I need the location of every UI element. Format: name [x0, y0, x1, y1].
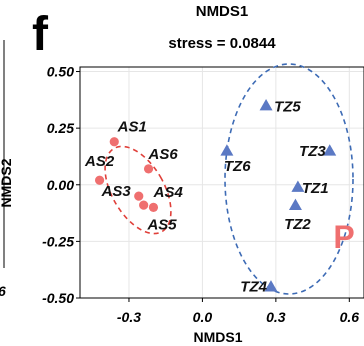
point-as5	[148, 202, 159, 213]
y-tick-label: 0.25	[47, 120, 74, 136]
point-as6	[143, 164, 154, 174]
x-tick-label: 0.3	[266, 309, 286, 325]
point-tz3	[323, 144, 337, 156]
point-as4	[139, 200, 149, 210]
point-as2	[94, 175, 105, 185]
point-label-as5: AS5	[146, 216, 177, 233]
edge-fragment-text: 6	[0, 283, 6, 299]
y-tick-label: -0.50	[42, 290, 74, 306]
point-label-as3: AS3	[101, 183, 132, 200]
annotation-p: P	[333, 219, 354, 255]
plot-frame	[79, 66, 364, 299]
point-label-as4: AS4	[153, 184, 184, 201]
y-axis-ticks: 0.50 0.25 0.00 -0.25 -0.50	[42, 64, 80, 306]
panel-letter: f	[32, 8, 49, 61]
point-tz1	[291, 180, 305, 192]
point-label-tz6: TZ6	[224, 158, 251, 175]
x-tick-label: 0.0	[193, 309, 213, 325]
point-label-tz2: TZ2	[284, 216, 311, 233]
point-label-tz1: TZ1	[302, 180, 329, 197]
point-label-tz3: TZ3	[299, 143, 326, 160]
y-tick-label: 0.50	[47, 64, 74, 80]
point-tz5	[259, 99, 273, 111]
point-tz2	[288, 198, 302, 211]
point-label-as1: AS1	[117, 119, 147, 136]
y-axis-label: NMDS2	[0, 158, 14, 207]
point-as1	[109, 137, 119, 147]
chart-subtitle: stress = 0.0844	[168, 35, 276, 52]
x-axis-ticks: -0.3 0.0 0.3 0.6	[117, 298, 359, 325]
point-tz4	[264, 280, 278, 292]
point-label-tz5: TZ5	[274, 99, 301, 116]
y-tick-label: 0.00	[47, 177, 74, 193]
tz-group-ellipse	[224, 63, 354, 295]
point-tz6	[220, 144, 234, 156]
x-tick-label: -0.3	[117, 309, 141, 325]
point-label-as6: AS6	[148, 146, 179, 163]
x-axis-label: NMDS1	[193, 329, 242, 345]
point-label-as2: AS2	[84, 153, 115, 170]
point-label-tz4: TZ4	[240, 279, 267, 296]
x-tick-label: 0.6	[340, 309, 360, 325]
chart-title: NMDS1	[196, 3, 249, 20]
y-tick-label: -0.25	[42, 233, 74, 249]
as-group-ellipse	[104, 145, 172, 235]
point-as3	[134, 191, 144, 201]
